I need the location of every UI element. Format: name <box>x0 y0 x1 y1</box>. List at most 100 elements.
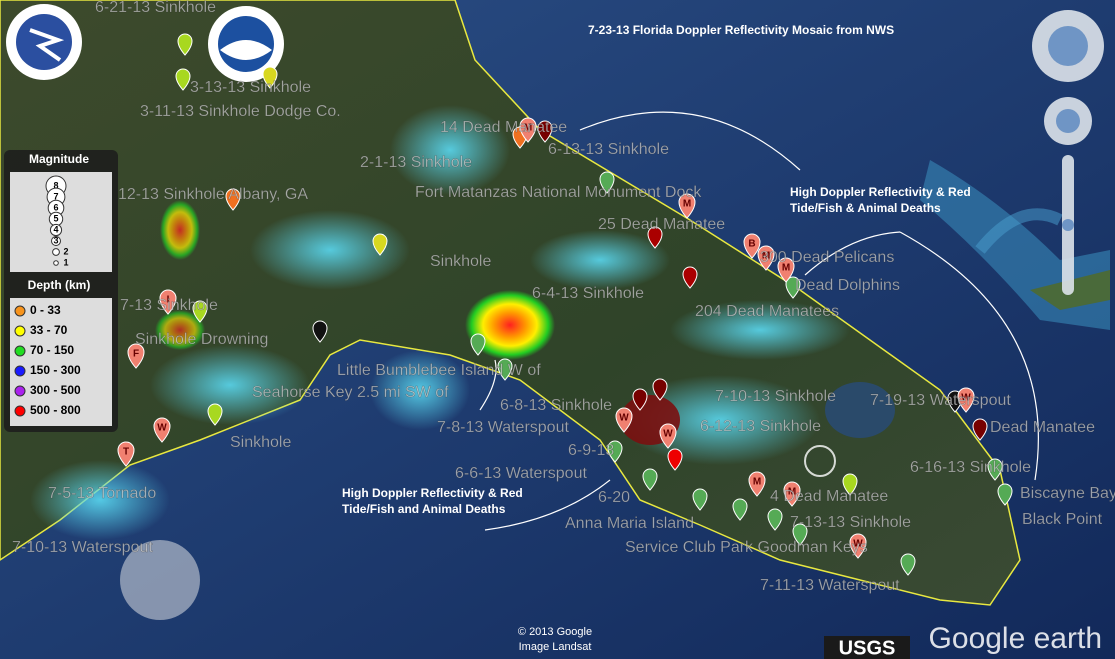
place-label: 7-13 Sinkhole <box>120 297 218 314</box>
depth-swatch <box>14 405 26 417</box>
depth-swatch <box>14 325 26 337</box>
place-label: 7-5-13 Tornado <box>48 485 156 502</box>
nav-controls <box>1032 10 1104 295</box>
noaa-logo <box>208 6 284 82</box>
place-label: Little Bumblebee Island W of <box>337 362 541 379</box>
pin-letter: I <box>167 295 170 306</box>
depth-label: 150 - 300 <box>30 363 81 377</box>
place-label: 7-13-13 Sinkhole <box>790 514 911 531</box>
map-pin <box>842 473 858 496</box>
map-pin <box>743 233 761 259</box>
legend-title: Depth (km) <box>28 278 91 292</box>
map-pin <box>312 320 328 343</box>
map-pin <box>757 245 775 271</box>
place-label: 6-4-13 Sinkhole <box>532 285 644 302</box>
copyright: Image Landsat <box>519 641 592 653</box>
magnitude-label: 4 <box>53 224 58 234</box>
place-label: Seahorse Key 2.5 mi SW of <box>252 384 449 401</box>
place-label: Black Point <box>1022 511 1103 528</box>
depth-swatch <box>14 365 26 377</box>
magnitude-label: 6 <box>53 202 58 212</box>
map-pin <box>682 266 698 289</box>
map-pin <box>997 483 1013 506</box>
place-label: 6-9-13 <box>568 442 614 459</box>
place-label: 25 Dead Manatee <box>598 216 725 233</box>
usgs-logo-text: USGS <box>839 637 896 659</box>
magnitude-label: 2 <box>63 246 68 256</box>
magnitude-circle <box>52 248 60 256</box>
map-pin <box>632 388 648 411</box>
magnitude-label: 3 <box>53 235 58 245</box>
place-label: 14 Dead Manatee <box>440 119 567 136</box>
magnitude-label: 7 <box>53 191 58 201</box>
map-pin <box>497 358 513 381</box>
map-pin <box>153 417 171 443</box>
map-pin <box>692 488 708 511</box>
map-pin <box>117 441 135 467</box>
map-pin <box>127 343 145 369</box>
annotation: High Doppler Reflectivity & Red Tide/Fis… <box>342 486 526 516</box>
place-label: 7-19-13 Waterspout <box>870 392 1011 409</box>
place-label: Biscayne Bay <box>1020 485 1115 502</box>
map-pin <box>470 333 486 356</box>
place-label: 3-11-13 Sinkhole Dodge Co. <box>140 103 341 120</box>
usgs-logo <box>824 636 910 659</box>
map-pin <box>372 233 388 256</box>
place-label: 7-10-13 Sinkhole <box>715 388 836 405</box>
pin-letter: M <box>782 263 790 274</box>
map-pin <box>972 418 988 441</box>
lake-okeechobee <box>825 382 895 438</box>
pin-letter: W <box>961 393 971 404</box>
place-label: Sinkhole <box>430 253 491 270</box>
place-label: 2-1-13 Sinkhole <box>360 154 472 171</box>
place-label: Dead Dolphins <box>795 277 900 294</box>
arrows <box>479 111 1039 531</box>
place-label: 6-13-13 Sinkhole <box>548 141 669 158</box>
radar-echoes <box>30 105 850 620</box>
map-pin <box>159 289 177 315</box>
map-pin <box>957 387 975 413</box>
brand-watermark: Google earth <box>929 622 1102 655</box>
pin-letter: M <box>753 477 761 488</box>
place-label: 7-11-13 Waterspout <box>760 577 900 594</box>
map-pin <box>207 403 223 426</box>
map-pin <box>785 276 801 299</box>
magnitude-circle <box>51 236 61 246</box>
pin-letter: W <box>663 429 673 440</box>
map-pin <box>262 66 278 89</box>
magnitude-circle <box>49 223 63 237</box>
place-label: 4 Dead Manatee <box>770 488 888 505</box>
place-label: 7-8-13 Waterspout <box>437 419 569 436</box>
depth-label: 500 - 800 <box>30 403 81 417</box>
map-pin <box>225 188 241 211</box>
place-label: Sinkhole Drowning <box>135 331 268 348</box>
pin-letter: W <box>853 539 863 550</box>
legend-title: Magnitude <box>29 152 89 166</box>
map-pin <box>849 533 867 559</box>
magnitude-label: 8 <box>53 180 58 190</box>
map-pin <box>599 171 615 194</box>
map-pin <box>767 508 783 531</box>
map-title: 7-23-13 Florida Doppler Reflectivity Mos… <box>588 23 894 37</box>
place-label: Fort Matanzas National Monument Dock <box>415 184 702 201</box>
annotation: High Doppler Reflectivity & Red Tide/Fis… <box>790 185 974 215</box>
magnitude-circle <box>53 260 59 266</box>
pin-letter: W <box>619 413 629 424</box>
depth-label: 70 - 150 <box>30 343 74 357</box>
place-label: 6-8-13 Sinkhole <box>500 397 612 414</box>
map-pin <box>607 440 623 463</box>
map-pin <box>678 193 696 219</box>
place-label: 6-16-13 Sinkhole <box>910 459 1031 476</box>
map-pin <box>900 553 916 576</box>
pin-letter: M <box>683 199 691 210</box>
map-pin <box>748 471 766 497</box>
place-label: 3-13-13 Sinkhole <box>190 79 311 96</box>
map-pin <box>667 448 683 471</box>
map-pin <box>792 523 808 546</box>
place-label: 7-10-13 Waterspout <box>12 539 153 556</box>
magnitude-label: 1 <box>63 257 68 267</box>
pin-letter: M <box>762 251 770 262</box>
copyright: © 2013 Google <box>518 626 592 638</box>
nws-logo <box>6 4 82 80</box>
